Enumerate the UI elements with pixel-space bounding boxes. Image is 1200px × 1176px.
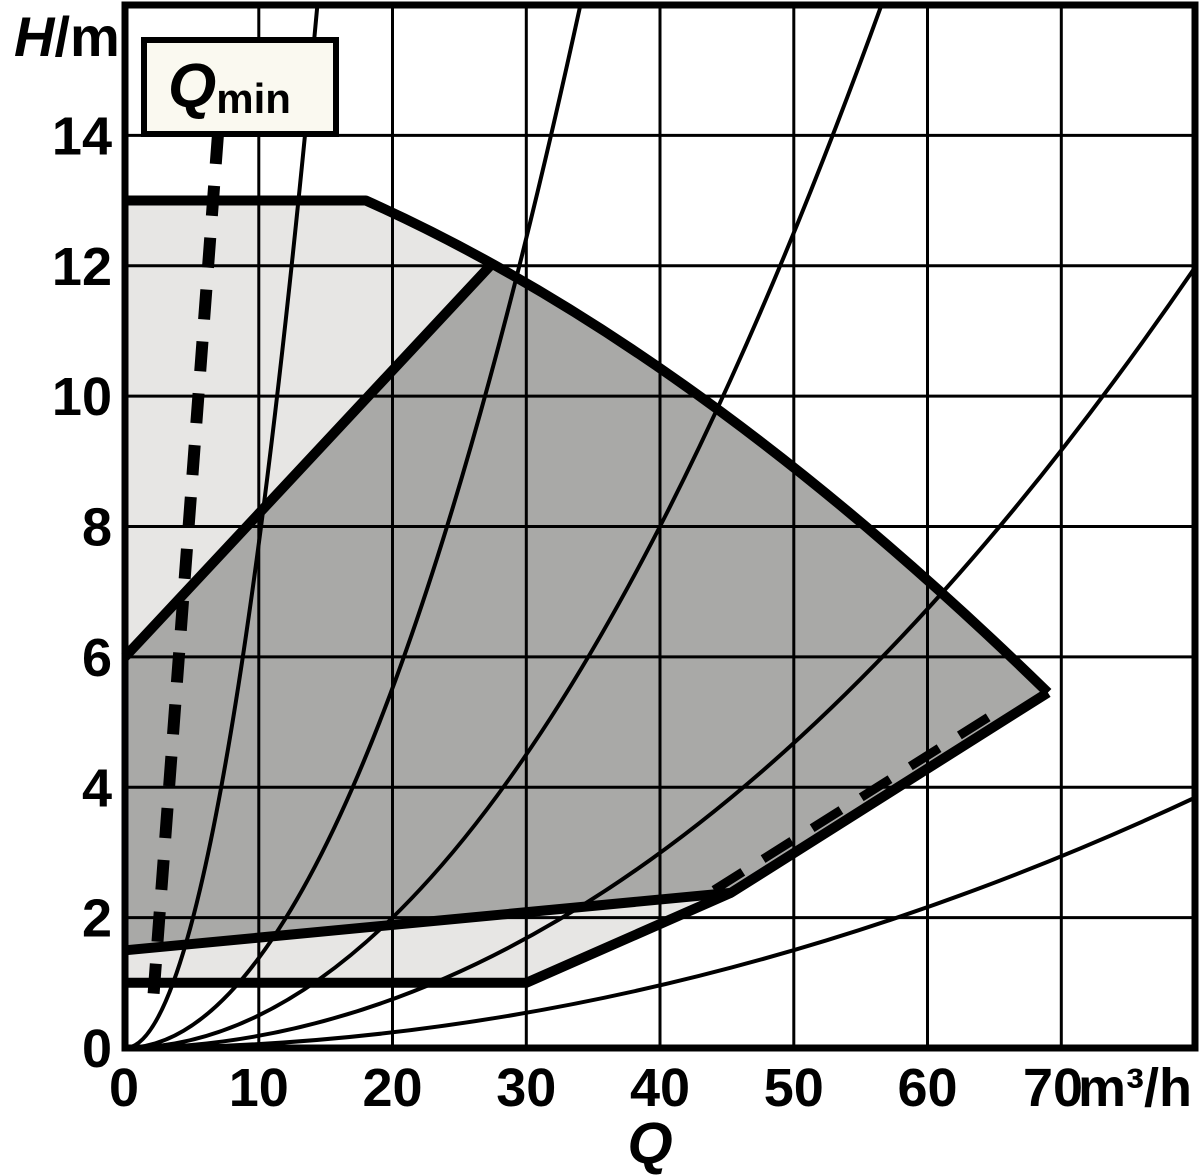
- x-tick-30: 30: [496, 1058, 556, 1118]
- qmin-label: Qmin: [168, 52, 291, 122]
- x-tick-60: 60: [897, 1058, 957, 1118]
- y-tick-12: 12: [52, 237, 112, 297]
- control-range-boundary: [121, 262, 1051, 956]
- y-tick-8: 8: [82, 498, 112, 558]
- y-axis-symbol: H: [14, 5, 56, 68]
- y-tick-6: 6: [82, 628, 112, 688]
- x-tick-20: 20: [362, 1058, 422, 1118]
- y-axis-unit: /m: [54, 5, 119, 68]
- y-tick-14: 14: [52, 106, 112, 166]
- qmin-subscript: min: [216, 75, 291, 122]
- y-tick-10: 10: [52, 367, 112, 427]
- y-tick-4: 4: [82, 758, 112, 818]
- qmin-limit-line: [146, 133, 224, 1016]
- x-tick-0: 0: [109, 1058, 139, 1118]
- y-axis-title: H/m: [14, 5, 120, 68]
- y-tick-0: 0: [82, 1019, 112, 1079]
- envelope-boundary: [125, 195, 1052, 988]
- qmin-symbol: Q: [168, 52, 216, 121]
- plot-frame: [121, 1, 1199, 1052]
- qmin-label-box: [141, 37, 339, 137]
- x-tick-70: 70: [1023, 1058, 1083, 1118]
- x-tick-10: 10: [229, 1058, 289, 1118]
- x-axis-symbol: Q: [627, 1111, 672, 1176]
- system-curves: [125, 5, 1195, 1048]
- x-tick-50: 50: [764, 1058, 824, 1118]
- x-axis-unit: m³/h: [1078, 1058, 1192, 1118]
- x-tick-40: 40: [630, 1058, 690, 1118]
- y-tick-2: 2: [82, 889, 112, 949]
